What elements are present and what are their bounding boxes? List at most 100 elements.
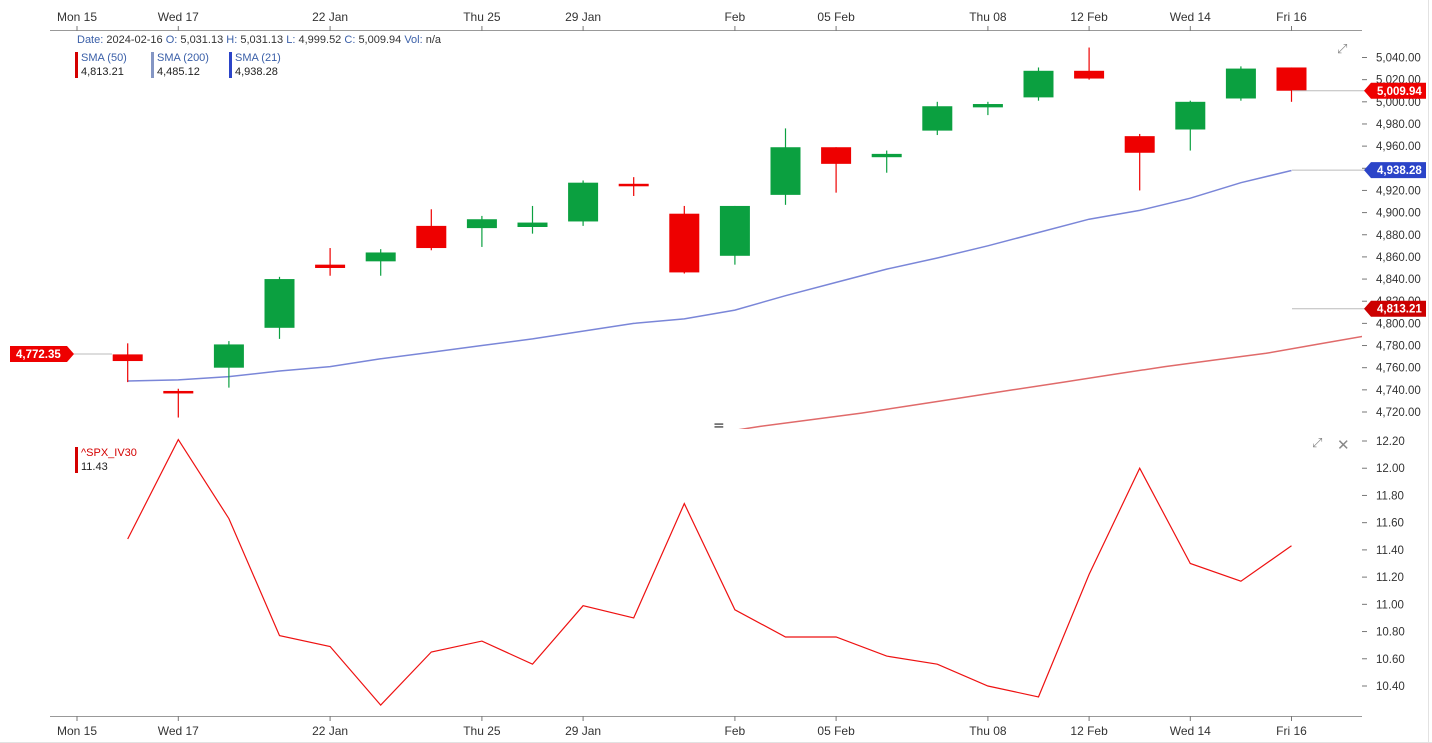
- y-tick-label: 4,960.00: [1376, 141, 1421, 153]
- x-tick-label-bottom: 29 Jan: [565, 724, 601, 738]
- y-tick-label: 10.40: [1376, 681, 1405, 693]
- candle-body: [1225, 68, 1256, 99]
- candle-body: [1023, 70, 1054, 98]
- legend-swatch: [229, 52, 232, 78]
- upper-series: [112, 47, 1362, 429]
- high-label: H:: [226, 34, 238, 46]
- y-tick-label: 11.00: [1376, 599, 1404, 611]
- y-tick-label: 5,000.00: [1376, 97, 1421, 109]
- vol-label: Vol:: [404, 34, 423, 46]
- candle-body: [213, 344, 244, 368]
- x-tick-label-top: 05 Feb: [817, 10, 855, 24]
- x-tick-label-top: Thu 08: [969, 10, 1007, 24]
- x-tick-label-bottom: Fri 16: [1276, 724, 1307, 738]
- y-tick-label: 4,780.00: [1376, 341, 1421, 353]
- price-tag-label: 5,009.94: [1377, 86, 1422, 98]
- date-label: Date:: [77, 34, 104, 46]
- candle-body: [1124, 136, 1155, 153]
- price-tag: [1364, 162, 1426, 179]
- legend-swatch: [75, 52, 78, 78]
- y-tick-label: 11.40: [1376, 545, 1404, 557]
- y-tick-label: 4,740.00: [1376, 385, 1421, 397]
- ohlc-header: Date: 2024-02-16 O: 5,031.13 H: 5,031.13…: [77, 34, 441, 46]
- open-value: 5,031.13: [180, 34, 224, 46]
- legend-spx-iv30[interactable]: ^SPX_IV30 11.43: [75, 446, 137, 474]
- legend-name: SMA (200): [157, 52, 209, 64]
- candle-body: [922, 106, 953, 131]
- y-tick-label: 4,980.00: [1376, 119, 1421, 131]
- price-tag: [10, 346, 74, 363]
- sma50-line: [738, 335, 1362, 429]
- x-tick-label-top: Fri 16: [1276, 10, 1307, 24]
- legend-swatch: [75, 447, 78, 473]
- legend-swatch: [151, 52, 154, 78]
- y-tick-label: 11.80: [1376, 490, 1404, 502]
- x-tick-label-bottom: Mon 15: [57, 724, 97, 738]
- price-tag: [1364, 82, 1426, 99]
- candle-body: [719, 205, 750, 256]
- y-tick-label: 11.20: [1376, 572, 1404, 584]
- sma21-line: [127, 169, 1292, 382]
- price-tag-label: 4,813.21: [1377, 304, 1422, 316]
- date-value: 2024-02-16: [106, 34, 163, 46]
- candle-body: [1074, 70, 1105, 79]
- candle-body: [669, 213, 700, 273]
- indicator-legend: SMA (50) 4,813.21 SMA (200) 4,485.12 SMA…: [75, 51, 315, 83]
- legend-sma50[interactable]: SMA (50) 4,813.21: [75, 51, 127, 79]
- candle-body: [517, 222, 548, 227]
- price-tag: [1364, 300, 1426, 317]
- x-tick-label-bottom: Wed 17: [158, 724, 199, 738]
- candle-body: [163, 390, 194, 394]
- y-tick-label: 4,860.00: [1376, 252, 1421, 264]
- close-icon[interactable]: ✕: [1337, 436, 1350, 454]
- candle-body: [568, 182, 599, 222]
- x-tick-label-top: 12 Feb: [1070, 10, 1108, 24]
- candle-body: [112, 354, 143, 362]
- candle-body: [416, 225, 447, 249]
- expand-icon[interactable]: ⤢: [1337, 42, 1348, 57]
- candle-body: [1276, 67, 1307, 91]
- legend-name: ^SPX_IV30: [81, 447, 137, 459]
- x-tick-label-bottom: 05 Feb: [817, 724, 855, 738]
- x-tick-label-bottom: 12 Feb: [1070, 724, 1108, 738]
- y-tick-label: 4,880.00: [1376, 230, 1421, 242]
- low-label: L:: [286, 34, 296, 46]
- low-value: 4,999.52: [298, 34, 342, 46]
- candle-body: [315, 264, 346, 268]
- y-tick-label: 11.60: [1376, 518, 1404, 530]
- y-tick-label: 4,840.00: [1376, 274, 1421, 286]
- open-label: O:: [165, 34, 178, 46]
- legend-value: 4,813.21: [81, 66, 124, 78]
- legend-value: 4,938.28: [235, 66, 278, 78]
- legend-sma200[interactable]: SMA (200) 4,485.12: [151, 51, 209, 79]
- iv30-line: [127, 438, 1292, 706]
- y-tick-label: 4,760.00: [1376, 363, 1421, 375]
- x-tick-label-top: Thu 25: [463, 10, 501, 24]
- x-tick-label-top: Mon 15: [57, 10, 97, 24]
- drag-handle-icon[interactable]: =: [713, 418, 725, 434]
- legend-value: 11.43: [81, 461, 108, 473]
- x-tick-label-bottom: Wed 14: [1170, 724, 1211, 738]
- high-value: 5,031.13: [240, 34, 284, 46]
- legend-value: 4,485.12: [157, 66, 200, 78]
- x-tick-label-bottom: Thu 25: [463, 724, 501, 738]
- y-tick-label: 12.00: [1376, 463, 1405, 475]
- candle-body: [972, 104, 1003, 108]
- candle-body: [871, 153, 902, 158]
- price-tag-label: 4,772.35: [16, 349, 61, 361]
- candle-body: [1175, 101, 1206, 130]
- x-tick-label-top: Wed 17: [158, 10, 199, 24]
- y-tick-label: 12.20: [1376, 436, 1405, 448]
- x-tick-label-top: Feb: [725, 10, 746, 24]
- legend-sma21[interactable]: SMA (21) 4,938.28: [229, 51, 281, 79]
- x-tick-label-bottom: Feb: [725, 724, 746, 738]
- y-tick-label: 4,900.00: [1376, 208, 1421, 220]
- legend-name: SMA (21): [235, 52, 281, 64]
- y-tick-label: 4,720.00: [1376, 407, 1421, 419]
- expand-icon[interactable]: ⤢: [1312, 436, 1323, 451]
- x-tick-label-bottom: 22 Jan: [312, 724, 348, 738]
- y-tick-label: 10.80: [1376, 627, 1405, 639]
- close-label: C:: [344, 34, 356, 46]
- x-tick-label-top: 29 Jan: [565, 10, 601, 24]
